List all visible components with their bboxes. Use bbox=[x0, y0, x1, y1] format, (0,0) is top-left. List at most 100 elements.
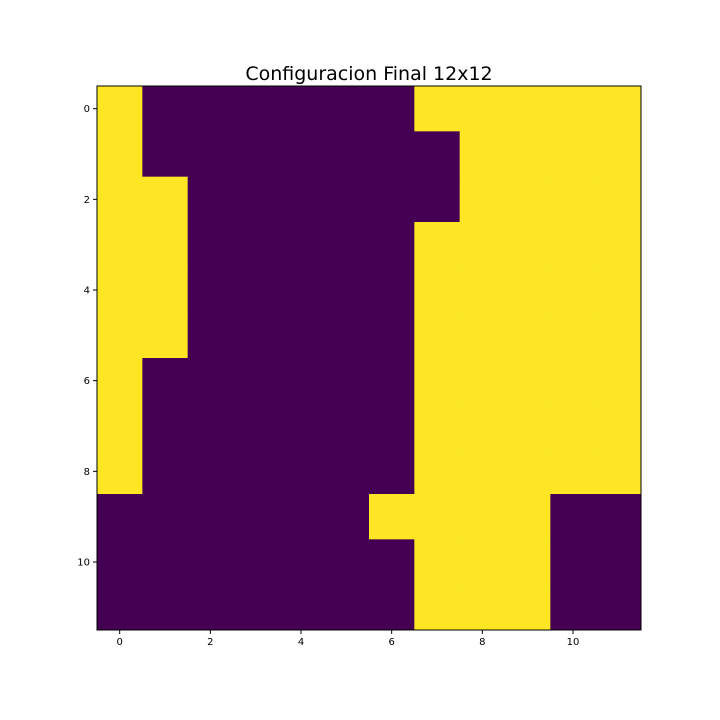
heatmap-cell bbox=[369, 539, 415, 586]
heatmap-cell bbox=[595, 222, 642, 268]
heatmap-cell bbox=[233, 176, 279, 223]
heatmap-cell bbox=[550, 222, 597, 268]
heatmap-cell bbox=[142, 584, 189, 631]
heatmap-cell bbox=[97, 267, 143, 314]
heatmap-cell bbox=[414, 494, 461, 540]
heatmap-cell bbox=[595, 86, 642, 132]
heatmap-cell bbox=[595, 539, 642, 586]
heatmap-cell bbox=[142, 403, 189, 450]
heatmap-cell bbox=[505, 176, 551, 223]
heatmap-cell bbox=[142, 539, 189, 586]
heatmap-cell bbox=[323, 312, 370, 359]
heatmap-cell bbox=[142, 267, 189, 314]
heatmap-cell bbox=[414, 86, 461, 132]
heatmap-cell bbox=[142, 312, 189, 359]
heatmap-cell bbox=[97, 176, 143, 223]
heatmap-cell bbox=[369, 176, 415, 223]
heatmap-cell bbox=[278, 267, 325, 314]
heatmap-cell bbox=[550, 131, 597, 178]
y-tick-label: 2 bbox=[84, 195, 90, 206]
x-tick-label: 6 bbox=[388, 637, 394, 648]
heatmap-cell bbox=[323, 222, 370, 268]
heatmap-cell bbox=[233, 312, 279, 359]
heatmap-cell bbox=[595, 448, 642, 495]
heatmap-cell bbox=[414, 448, 461, 495]
heatmap-cell bbox=[323, 176, 370, 223]
heatmap-cell bbox=[187, 131, 234, 178]
heatmap-cell bbox=[369, 584, 415, 631]
heatmap-cell bbox=[233, 584, 279, 631]
heatmap-cell bbox=[278, 494, 325, 540]
heatmap-cell bbox=[233, 86, 279, 132]
plot-frame bbox=[96, 85, 642, 631]
heatmap-cell bbox=[278, 403, 325, 450]
chart-title: Configuracion Final 12x12 bbox=[245, 63, 492, 85]
heatmap-cell bbox=[278, 539, 325, 586]
heatmap-cell bbox=[142, 176, 189, 223]
heatmap-cell bbox=[97, 584, 143, 631]
heatmap-cell bbox=[278, 448, 325, 495]
heatmap-cell bbox=[505, 131, 551, 178]
y-tick-label: 4 bbox=[84, 286, 90, 297]
heatmap-cell bbox=[142, 86, 189, 132]
heatmap-cell bbox=[550, 539, 597, 586]
heatmap-cell bbox=[233, 358, 279, 404]
heatmap-cell bbox=[323, 86, 370, 132]
y-tick-label: 0 bbox=[84, 104, 90, 115]
heatmap-cell bbox=[233, 448, 279, 495]
heatmap-cell bbox=[187, 539, 234, 586]
heatmap-cell bbox=[595, 312, 642, 359]
heatmap-cell bbox=[142, 448, 189, 495]
heatmap-cell bbox=[550, 86, 597, 132]
heatmap-cell bbox=[97, 494, 143, 540]
heatmap-cell bbox=[595, 584, 642, 631]
heatmap-cell bbox=[459, 267, 506, 314]
heatmap-cell bbox=[414, 312, 461, 359]
heatmap-cell bbox=[187, 312, 234, 359]
heatmap-cell bbox=[323, 358, 370, 404]
heatmap-cell bbox=[414, 403, 461, 450]
heatmap-cell bbox=[187, 222, 234, 268]
heatmap-cell bbox=[97, 448, 143, 495]
heatmap-cell bbox=[505, 222, 551, 268]
heatmap-cell bbox=[369, 358, 415, 404]
heatmap-cell bbox=[459, 222, 506, 268]
heatmap-cell bbox=[595, 267, 642, 314]
heatmap-cell bbox=[550, 403, 597, 450]
heatmap-cell bbox=[233, 539, 279, 586]
heatmap-cell bbox=[233, 494, 279, 540]
heatmap-cell bbox=[369, 448, 415, 495]
heatmap-cell bbox=[459, 584, 506, 631]
heatmap-cell bbox=[459, 358, 506, 404]
y-tick-label: 8 bbox=[84, 467, 90, 478]
heatmap-cell bbox=[414, 267, 461, 314]
heatmap-cell bbox=[187, 584, 234, 631]
heatmap-cell bbox=[505, 86, 551, 132]
heatmap-cell bbox=[278, 358, 325, 404]
heatmap-cell bbox=[550, 267, 597, 314]
heatmap-cell bbox=[278, 176, 325, 223]
heatmap-cell bbox=[459, 86, 506, 132]
heatmap-cell bbox=[414, 539, 461, 586]
heatmap-cell bbox=[369, 131, 415, 178]
heatmap-cell bbox=[459, 131, 506, 178]
heatmap-cell bbox=[369, 222, 415, 268]
heatmap-cell bbox=[369, 403, 415, 450]
heatmap-cell bbox=[323, 539, 370, 586]
heatmap-cell bbox=[97, 358, 143, 404]
heatmap-cell bbox=[97, 403, 143, 450]
x-tick-label: 4 bbox=[298, 637, 304, 648]
heatmap-cell bbox=[595, 176, 642, 223]
heatmap-cell bbox=[595, 403, 642, 450]
heatmap-cell bbox=[414, 176, 461, 223]
heatmap-cell bbox=[187, 176, 234, 223]
heatmap-cell bbox=[414, 131, 461, 178]
heatmap-cell bbox=[369, 267, 415, 314]
heatmap-cell bbox=[142, 131, 189, 178]
heatmap-cell bbox=[505, 494, 551, 540]
heatmap-cell bbox=[550, 494, 597, 540]
heatmap-cell bbox=[142, 494, 189, 540]
y-axis: 0 2 4 6 8 10 bbox=[77, 104, 97, 569]
